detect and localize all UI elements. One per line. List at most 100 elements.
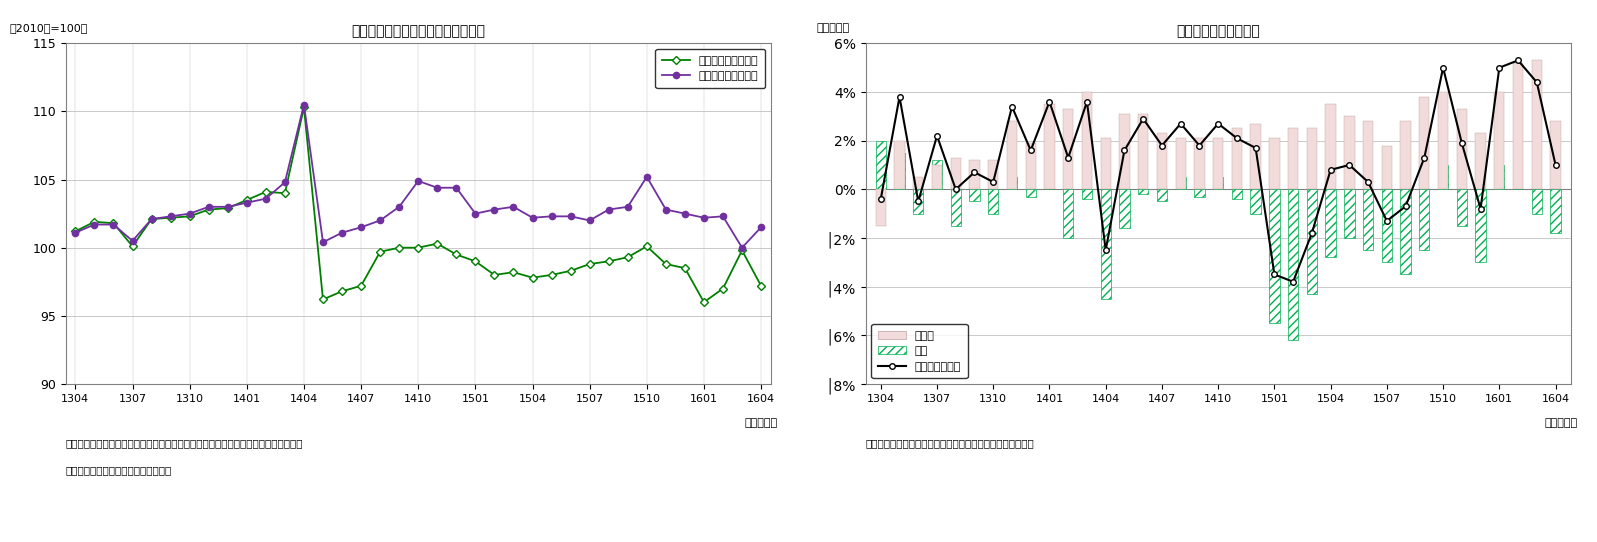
Bar (1044, 104, 1054, 189)
Bar (1156, 189, 1167, 202)
Bar (1551, 189, 1560, 233)
Text: （年・月）: （年・月） (1544, 418, 1578, 428)
Bar (1532, 60, 1543, 189)
小売販売額（名目） (275, 179, 294, 185)
Bar (931, 165, 942, 189)
Bar (1456, 109, 1468, 189)
小売販売額（実質） (505, 269, 524, 275)
Bar (1175, 177, 1187, 189)
Title: 外食産業売上高の推移: 外食産業売上高の推移 (1177, 24, 1260, 38)
小売販売額（名目） (180, 210, 200, 217)
Bar (1362, 121, 1373, 189)
小売販売額（実質） (676, 265, 695, 272)
Bar (1214, 138, 1223, 189)
Text: （注）小売販売額（実質）は消費者物価指数（持家の帰属家賃を除く総合）で実質化: （注）小売販売額（実質）は消費者物価指数（持家の帰属家賃を除く総合）で実質化 (65, 438, 303, 448)
小売販売額（名目） (561, 213, 580, 220)
小売販売額（実質） (256, 189, 275, 195)
Bar (1420, 97, 1429, 189)
Bar (1100, 189, 1112, 299)
Bar (1250, 189, 1260, 214)
Bar (1139, 189, 1148, 194)
小売販売額（実質） (200, 207, 219, 213)
Bar (989, 189, 998, 214)
小売販売額（実質） (123, 243, 142, 249)
Bar (913, 189, 923, 214)
Bar (1401, 189, 1410, 274)
小売販売額（名目） (447, 184, 466, 191)
小売販売額（実質） (65, 228, 85, 235)
小売販売額（実質） (180, 213, 200, 220)
Bar (1025, 143, 1036, 189)
Bar (931, 160, 942, 189)
小売販売額（名目） (219, 204, 238, 210)
Bar (1006, 177, 1017, 189)
Bar (1345, 117, 1354, 189)
小売販売額（実質） (428, 240, 447, 247)
Legend: 客単価, 客数, 外食産業売上高: 客単価, 客数, 外食産業売上高 (872, 324, 968, 378)
Bar (1156, 133, 1167, 189)
Bar (1175, 138, 1187, 189)
小売販売額（名目） (390, 204, 409, 210)
小売販売額（名目） (485, 207, 505, 213)
Bar (1100, 138, 1112, 189)
Bar (1287, 189, 1298, 340)
Bar (1495, 165, 1504, 189)
小売販売額（名目） (541, 213, 561, 220)
小売販売額（実質） (332, 288, 351, 294)
Bar (1270, 138, 1279, 189)
Text: （資料）経済産業省「商業動態統計」: （資料）経済産業省「商業動態統計」 (65, 466, 172, 476)
小売販売額（名目） (733, 244, 752, 251)
小売販売額（名目） (428, 184, 447, 191)
Bar (1476, 189, 1485, 262)
小売販売額（名目） (637, 173, 656, 180)
Bar (1512, 63, 1524, 189)
Line: 小売販売額（名目）: 小売販売額（名目） (72, 101, 765, 251)
小売販売額（名目） (656, 207, 676, 213)
Bar (1420, 189, 1429, 250)
小売販売額（実質） (161, 215, 180, 221)
Legend: 小売販売額（実質）, 小売販売額（名目）: 小売販売額（実質）, 小売販売額（名目） (655, 49, 765, 88)
小売販売額（実質） (733, 247, 752, 254)
小売販売額（名目） (351, 224, 371, 230)
小売販売額（名目） (676, 210, 695, 217)
Bar (1532, 189, 1543, 214)
小売販売額（実質） (390, 244, 409, 251)
小売販売額（名目） (200, 204, 219, 210)
小売販売額（名目） (695, 215, 714, 221)
小売販売額（名目） (580, 217, 599, 224)
小売販売額（名目） (256, 196, 275, 202)
Bar (875, 189, 886, 226)
Bar (1270, 189, 1279, 323)
Bar (1437, 92, 1448, 189)
小売販売額（名目） (752, 224, 771, 230)
Bar (1287, 128, 1298, 189)
Text: （前年比）: （前年比） (816, 23, 850, 33)
Bar (969, 160, 979, 189)
Bar (1119, 189, 1129, 228)
小売販売額（名目） (505, 204, 524, 210)
Text: （年・月）: （年・月） (744, 418, 778, 428)
小売販売額（名目） (618, 204, 637, 210)
小売販売額（実質） (313, 296, 332, 302)
小売販売額（名目） (238, 199, 257, 206)
Bar (1231, 128, 1242, 189)
小売販売額（実質） (104, 220, 123, 227)
小売販売額（実質） (447, 251, 466, 258)
小売販売額（実質） (522, 274, 541, 281)
小売販売額（実質） (371, 249, 390, 255)
小売販売額（実質） (238, 197, 257, 203)
Bar (1195, 189, 1204, 197)
小売販売額（名目） (409, 178, 428, 184)
Bar (1025, 189, 1036, 197)
小売販売額（実質） (541, 272, 561, 278)
小売販売額（実質） (219, 205, 238, 211)
Text: （2010年=100）: （2010年=100） (10, 23, 88, 33)
Bar (1306, 128, 1318, 189)
小売販売額（名目） (85, 221, 104, 228)
小売販売額（実質） (85, 218, 104, 225)
小売販売額（実質） (637, 243, 656, 249)
小売販売額（実質） (485, 272, 505, 278)
小売販売額（名目） (714, 213, 733, 220)
小売販売額（実質） (695, 299, 714, 306)
小売販売額（名目） (294, 101, 313, 108)
